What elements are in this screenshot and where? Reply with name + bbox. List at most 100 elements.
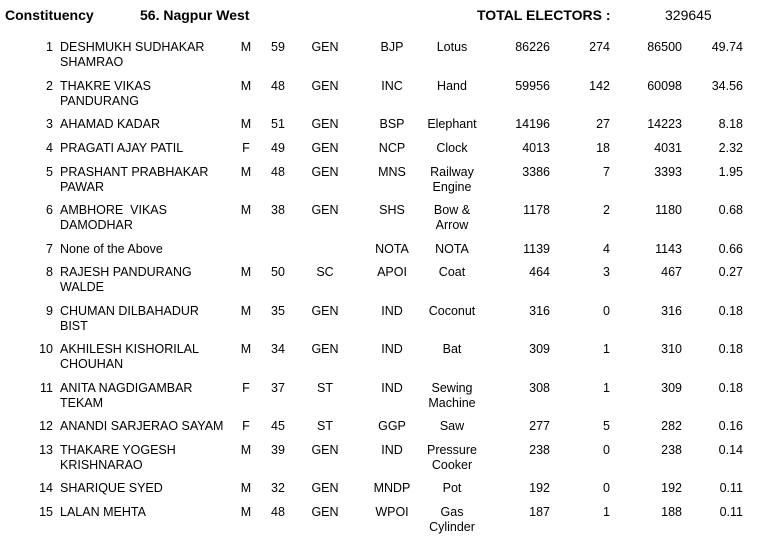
serial-no: 8 xyxy=(46,265,53,279)
evm-votes: 277 xyxy=(529,419,550,433)
candidate-name: WALDE xyxy=(60,280,104,294)
party: IND xyxy=(381,381,403,395)
symbol: Coconut xyxy=(428,304,476,318)
age: 45 xyxy=(271,419,285,433)
candidate-name: KRISHNARAO xyxy=(60,458,143,472)
party: APOI xyxy=(377,265,407,279)
evm-votes: 238 xyxy=(529,443,550,457)
category: GEN xyxy=(311,505,339,519)
symbol: Bow & xyxy=(433,203,471,217)
serial-no: 7 xyxy=(46,242,53,256)
total-votes: 3393 xyxy=(654,165,682,179)
vote-percent: 49.74 xyxy=(711,40,743,54)
vote-percent: 2.32 xyxy=(718,141,743,155)
sex: F xyxy=(242,381,250,395)
serial-no: 15 xyxy=(39,505,53,519)
candidate-name: TEKAM xyxy=(60,396,104,410)
candidate-name: BIST xyxy=(60,319,88,333)
vote-percent: 1.95 xyxy=(718,165,743,179)
category: GEN xyxy=(311,304,339,318)
sex: M xyxy=(240,40,252,54)
postal-votes: 1 xyxy=(603,342,610,356)
party: INC xyxy=(381,79,403,93)
serial-no: 9 xyxy=(46,304,53,318)
category: ST xyxy=(317,419,333,433)
vote-percent: 0.18 xyxy=(718,342,743,356)
evm-votes: 3386 xyxy=(522,165,550,179)
vote-percent: 0.68 xyxy=(718,203,743,217)
total-votes: 238 xyxy=(661,443,682,457)
symbol: Lotus xyxy=(436,40,468,54)
total-votes: 309 xyxy=(661,381,682,395)
age: 49 xyxy=(271,141,285,155)
sex: F xyxy=(242,419,250,433)
postal-votes: 1 xyxy=(603,505,610,519)
category: GEN xyxy=(311,141,339,155)
vote-percent: 0.27 xyxy=(718,265,743,279)
candidate-name: PRAGATI AJAY PATIL xyxy=(60,141,184,155)
total-votes: 4031 xyxy=(654,141,682,155)
category: GEN xyxy=(311,342,339,356)
symbol: Pressure xyxy=(426,443,478,457)
age: 37 xyxy=(271,381,285,395)
symbol: Hand xyxy=(437,79,467,93)
postal-votes: 0 xyxy=(603,481,610,495)
party: BSP xyxy=(379,117,405,131)
category: GEN xyxy=(311,117,339,131)
candidate-name: ANANDI SARJERAO SAYAM xyxy=(60,419,224,433)
candidate-name: RAJESH PANDURANG xyxy=(60,265,192,279)
candidate-name: CHOUHAN xyxy=(60,357,124,371)
total-votes: 86500 xyxy=(647,40,682,54)
symbol: Elephant xyxy=(427,117,477,131)
evm-votes: 192 xyxy=(529,481,550,495)
symbol: Gas xyxy=(440,505,464,519)
postal-votes: 27 xyxy=(596,117,610,131)
postal-votes: 142 xyxy=(589,79,610,93)
postal-votes: 7 xyxy=(603,165,610,179)
symbol: Saw xyxy=(439,419,465,433)
symbol: Coat xyxy=(438,265,466,279)
sex: M xyxy=(240,265,252,279)
evm-votes: 464 xyxy=(529,265,550,279)
postal-votes: 3 xyxy=(603,265,610,279)
evm-votes: 59956 xyxy=(515,79,550,93)
total-votes: 192 xyxy=(661,481,682,495)
evm-votes: 14196 xyxy=(515,117,550,131)
total-votes: 316 xyxy=(661,304,682,318)
symbol: Engine xyxy=(432,180,472,194)
age: 59 xyxy=(271,40,285,54)
candidate-name: DESHMUKH SUDHAKAR xyxy=(60,40,205,54)
candidate-name: AMBHORE VIKAS xyxy=(60,203,167,217)
postal-votes: 274 xyxy=(589,40,610,54)
category: ST xyxy=(317,381,333,395)
sex: M xyxy=(240,443,252,457)
evm-votes: 309 xyxy=(529,342,550,356)
age: 35 xyxy=(271,304,285,318)
postal-votes: 0 xyxy=(603,443,610,457)
vote-percent: 0.18 xyxy=(718,304,743,318)
sex: M xyxy=(240,117,252,131)
total-votes: 282 xyxy=(661,419,682,433)
serial-no: 5 xyxy=(46,165,53,179)
symbol: Clock xyxy=(436,141,468,155)
category: GEN xyxy=(311,481,339,495)
total-votes: 1180 xyxy=(655,203,682,217)
vote-percent: 8.18 xyxy=(718,117,743,131)
candidate-name: THAKARE YOGESH xyxy=(60,443,176,457)
symbol: Pot xyxy=(442,481,462,495)
evm-votes: 86226 xyxy=(515,40,550,54)
symbol: Cylinder xyxy=(429,520,475,534)
party: MNS xyxy=(378,165,406,179)
sex: M xyxy=(240,165,252,179)
party: SHS xyxy=(379,203,405,217)
party: IND xyxy=(381,342,403,356)
symbol: Bat xyxy=(442,342,462,356)
age: 48 xyxy=(271,505,285,519)
serial-no: 1 xyxy=(46,40,53,54)
sex: M xyxy=(240,505,252,519)
party: MNDP xyxy=(373,481,411,495)
party: NCP xyxy=(378,141,406,155)
candidate-name: ANITA NAGDIGAMBAR xyxy=(60,381,193,395)
candidate-name: PRASHANT PRABHAKAR xyxy=(60,165,209,179)
